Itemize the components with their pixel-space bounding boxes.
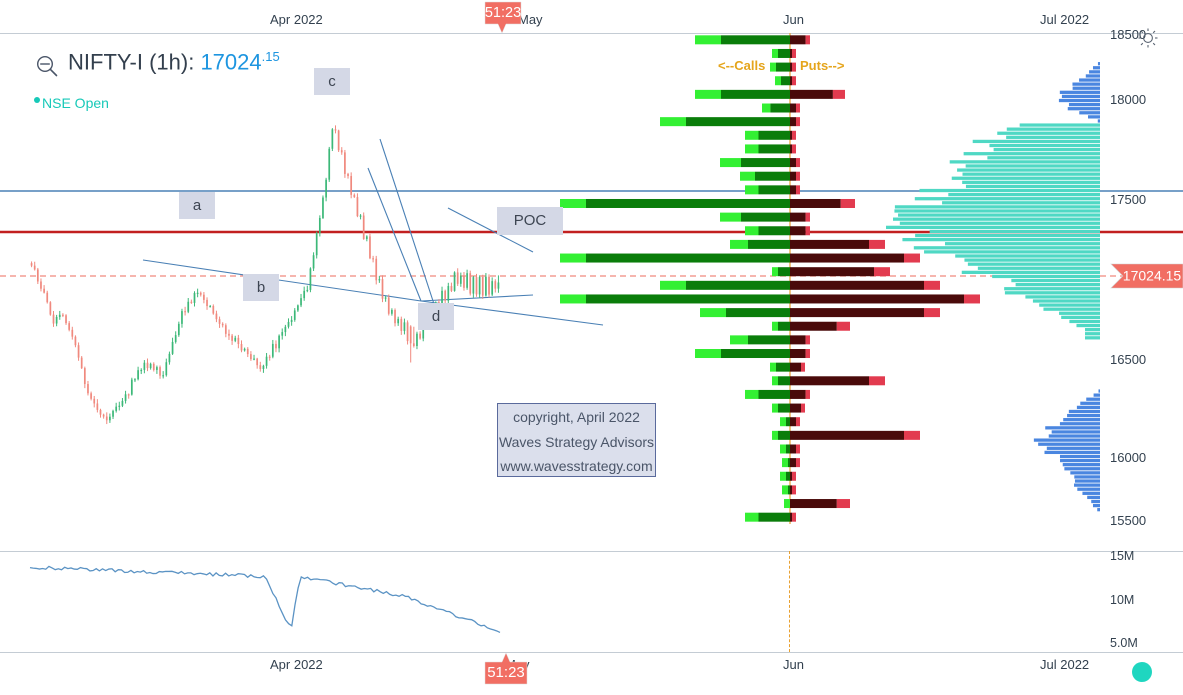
svg-text:17024.15: 17024.15 (1123, 268, 1182, 284)
svg-text:51:23: 51:23 (485, 5, 521, 21)
svg-text:51:23: 51:23 (487, 664, 525, 681)
